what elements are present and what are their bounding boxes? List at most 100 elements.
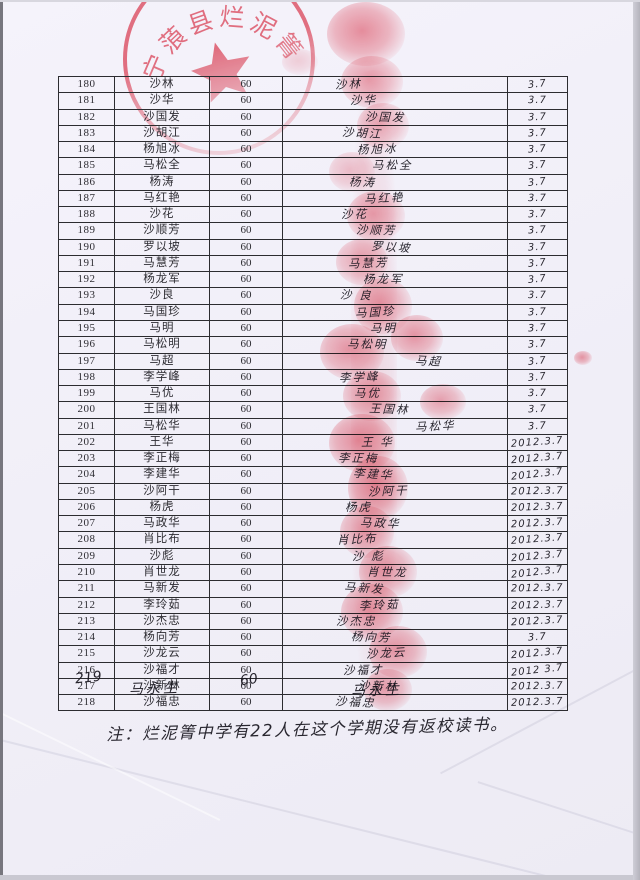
table-row: 212 李玲茹 60 李玲茹 2012.3.7 (59, 597, 567, 614)
date-handwriting: 2012 3.7 (510, 661, 565, 679)
table-row: 195 马明 60 马明 3.7 (59, 320, 567, 338)
amount-value: 60 (210, 190, 283, 207)
table-row: 218 沙福忠 60 沙福忠 2012.3.7 (59, 694, 567, 712)
student-name: 李建华 (115, 467, 210, 483)
amount-value: 60 (210, 630, 283, 646)
extra-row-number: 219 (74, 668, 103, 688)
date-cell: 2012.3.7 (508, 435, 567, 451)
row-number: 187 (59, 190, 115, 207)
signature-cell: 沙阿干 (283, 483, 508, 500)
student-name: 王华 (115, 434, 210, 451)
date-cell: 3.7 (508, 77, 567, 93)
signature-handwriting: 马优 (354, 386, 381, 401)
scan-edge-top (0, 0, 640, 2)
student-name: 马国珍 (115, 304, 210, 321)
date-handwriting: 3.7 (527, 322, 548, 335)
date-cell: 3.7 (508, 110, 567, 126)
amount-value: 60 (210, 434, 283, 451)
signature-cell: 沙 彪 (283, 548, 508, 565)
date-cell: 3.7 (508, 370, 567, 386)
date-handwriting: 2012.3.7 (511, 500, 564, 514)
student-name: 马明 (115, 320, 210, 337)
row-number: 201 (59, 418, 115, 435)
date-handwriting: 3.7 (527, 338, 548, 351)
student-name: 杨涛 (115, 174, 210, 191)
row-number: 191 (59, 255, 115, 272)
date-cell: 2012.3.7 (508, 679, 567, 695)
signature-cell: 沙新林 (283, 678, 508, 695)
amount-value: 60 (210, 662, 283, 679)
amount-value: 60 (210, 532, 283, 548)
table-row: 190 罗以坡 60 罗以坡 3.7 (59, 238, 567, 256)
row-number: 190 (59, 239, 115, 256)
signature-cell: 李学峰 (283, 369, 508, 386)
fingerprint-smudge (574, 351, 592, 365)
student-name: 李正梅 (115, 451, 210, 467)
date-handwriting: 3.7 (527, 95, 548, 107)
signature-cell: 沙福才 (283, 662, 508, 679)
date-cell: 2012 3.7 (508, 661, 567, 679)
row-number: 209 (59, 548, 115, 565)
date-cell: 2012.3.7 (508, 516, 567, 532)
signature-cell: 王国林 (283, 402, 508, 418)
date-cell: 3.7 (508, 256, 567, 272)
student-name: 李玲茹 (115, 597, 210, 613)
date-cell: 3.7 (508, 191, 567, 207)
signature-cell: 马国珍 (283, 304, 508, 321)
date-cell: 2012.3.7 (508, 646, 567, 662)
table-row: 205 沙阿干 60 沙阿干 2012.3.7 (59, 483, 567, 500)
amount-value: 60 (210, 678, 283, 695)
row-number: 184 (59, 142, 115, 158)
date-handwriting: 3.7 (527, 403, 548, 416)
signature-cell: 沙福忠 (283, 694, 508, 711)
date-handwriting: 3.7 (527, 241, 548, 254)
date-cell: 2012.3.7 (508, 614, 567, 630)
paper-sheet: 宁蒗县烂泥箐 180 沙林 60 沙林 3.7 181 沙华 60 沙华 3.7 182 沙国发 60 沙… (3, 2, 633, 875)
table-row: 208 肖比布 60 肖比布 2012.3.7 (59, 531, 567, 549)
date-cell: 2012.3.7 (508, 581, 567, 597)
row-number: 193 (59, 288, 115, 304)
date-handwriting: 2012.3.7 (510, 516, 564, 531)
amount-value: 60 (210, 613, 283, 630)
amount-value: 60 (210, 418, 283, 435)
signature-handwriting: 沙花 (340, 206, 369, 222)
signature-handwriting: 马超 (414, 352, 443, 369)
row-number: 210 (59, 564, 115, 581)
student-name: 沙福才 (115, 662, 210, 679)
amount-value: 60 (210, 467, 283, 483)
student-name: 马超 (115, 353, 210, 370)
row-number: 197 (59, 353, 115, 370)
table-row: 182 沙国发 60 沙国发 3.7 (59, 109, 567, 126)
date-cell: 2012.3.7 (508, 695, 567, 711)
row-number: 213 (59, 613, 115, 630)
signature-handwriting: 罗以坡 (370, 238, 412, 255)
table-row: 207 马政华 60 马政华 2012.3.7 (59, 515, 567, 533)
paper-crease (3, 727, 555, 875)
signature-cell: 罗以坡 (283, 238, 508, 256)
signature-handwriting: 马慧芳 (347, 255, 389, 271)
table-row: 194 马国珍 60 马国珍 3.7 (59, 304, 567, 321)
student-name: 沙国发 (115, 109, 210, 126)
scan-edge-left (0, 0, 3, 880)
row-number: 211 (59, 581, 115, 597)
signature-handwriting: 杨向芳 (350, 629, 392, 645)
scan-edge-right (633, 0, 640, 880)
student-name: 马慧芳 (115, 255, 210, 272)
date-cell: 3.7 (508, 402, 567, 418)
table-row: 193 沙良 60 沙 良 3.7 (59, 288, 567, 305)
table-row: 189 沙顺芳 60 沙顺芳 3.7 (59, 223, 567, 240)
fingerprint-smudge (327, 2, 405, 66)
table-row: 183 沙胡江 60 沙胡江 3.7 (59, 125, 567, 143)
signature-handwriting: 沙林 (334, 76, 363, 92)
table-row: 202 王华 60 王 华 2012.3.7 (59, 434, 567, 452)
date-handwriting: 3.7 (527, 370, 548, 384)
signature-cell: 杨龙军 (283, 272, 508, 288)
row-number: 212 (59, 597, 115, 613)
signature-cell: 杨向芳 (283, 629, 508, 646)
signature-handwriting: 马政华 (359, 515, 401, 531)
amount-value: 60 (210, 402, 283, 418)
date-handwriting: 2012.3.7 (510, 564, 565, 581)
date-cell: 2012.3.7 (508, 548, 567, 565)
date-cell: 2012.3.7 (508, 564, 567, 581)
row-number: 195 (59, 320, 115, 337)
